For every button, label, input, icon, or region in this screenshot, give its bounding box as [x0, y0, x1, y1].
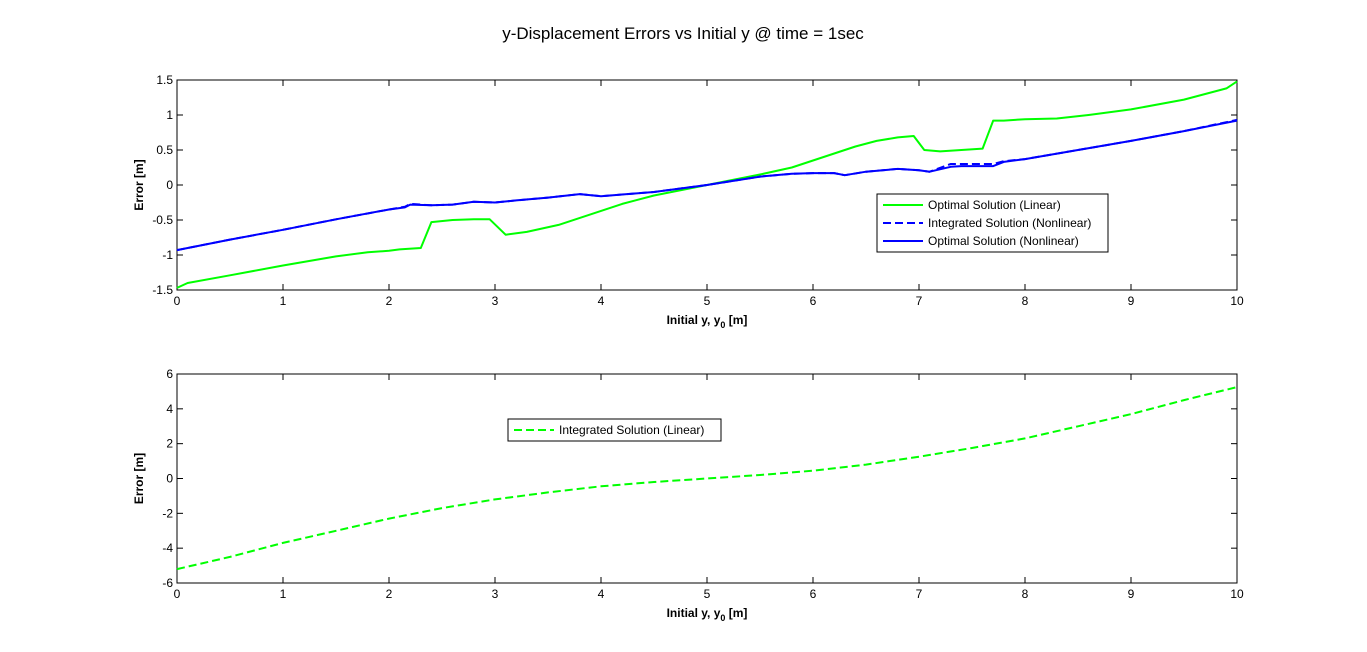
x-axis-label-main: Initial y, y — [667, 606, 721, 620]
legend-box — [876, 193, 1109, 253]
legend-entry-label: Optimal Solution (Nonlinear) — [928, 234, 1079, 248]
y-tick-label: -0.5 — [152, 213, 173, 227]
y-tick-label: -6 — [162, 576, 173, 590]
x-axis-label-unit: [m] — [725, 313, 747, 327]
x-axis-label-subscript: 0 — [720, 320, 725, 330]
top-subplot: 0 1 2 3 4 5 6 7 8 9 10 -1.5 -1 -0.5 0 0.5 1 1.5 Initial y,… — [132, 73, 1244, 330]
y-tick-label: 1.5 — [156, 73, 173, 87]
legend-entry-label: Integrated Solution (Nonlinear) — [928, 216, 1091, 230]
legend-entry-label: Optimal Solution (Linear) — [928, 198, 1061, 212]
y-tick-label: 1 — [166, 108, 173, 122]
y-tick-label: -4 — [162, 541, 173, 555]
x-tick-label: 10 — [1230, 587, 1244, 601]
x-tick-label: 4 — [598, 587, 605, 601]
x-axis-label: Initial y, y0 [m] — [667, 313, 748, 330]
x-tick-label: 4 — [598, 294, 605, 308]
x-tick-label: 10 — [1230, 294, 1244, 308]
y-axis-label: Error [m] — [132, 453, 146, 504]
y-axis-label: Error [m] — [132, 159, 146, 210]
series-line-1-0 — [176, 386, 1238, 571]
x-tick-label: 6 — [810, 587, 817, 601]
y-tick-label: 2 — [166, 437, 173, 451]
legend-entry-label: Integrated Solution (Linear) — [559, 423, 704, 437]
x-tick-label: 2 — [386, 587, 393, 601]
x-tick-label: 0 — [174, 294, 181, 308]
x-tick-label: 7 — [916, 294, 923, 308]
y-tick-label: 0.5 — [156, 143, 173, 157]
y-tick-label: -1 — [162, 248, 173, 262]
legend: Integrated Solution (Linear) — [507, 418, 722, 442]
plot-area — [176, 373, 1238, 584]
x-tick-label: 6 — [810, 294, 817, 308]
x-tick-label: 0 — [174, 587, 181, 601]
y-tick-label: 0 — [166, 472, 173, 486]
x-tick-label: 2 — [386, 294, 393, 308]
x-tick-label: 5 — [704, 294, 711, 308]
x-tick-label: 3 — [492, 587, 499, 601]
y-tick-label: 4 — [166, 402, 173, 416]
x-axis-label-main: Initial y, y — [667, 313, 721, 327]
series-line-0-2 — [176, 119, 1238, 252]
x-tick-label: 1 — [280, 294, 287, 308]
figure-title: y-Displacement Errors vs Initial y @ tim… — [502, 24, 864, 43]
x-axis-label-subscript: 0 — [720, 613, 725, 623]
y-tick-label: -1.5 — [152, 283, 173, 297]
legend: Optimal Solution (Linear) Integrated Solu… — [876, 193, 1109, 253]
series-line-0-0 — [176, 80, 1238, 289]
x-tick-label: 8 — [1022, 294, 1029, 308]
x-tick-label: 3 — [492, 294, 499, 308]
y-tick-label: 0 — [166, 178, 173, 192]
x-axis-label: Initial y, y0 [m] — [667, 606, 748, 623]
y-tick-label: -2 — [162, 506, 173, 520]
x-tick-label: 8 — [1022, 587, 1029, 601]
x-tick-label: 9 — [1128, 587, 1135, 601]
x-tick-label: 9 — [1128, 294, 1135, 308]
y-tick-label: 6 — [166, 367, 173, 381]
x-tick-label: 7 — [916, 587, 923, 601]
x-axis-label-unit: [m] — [725, 606, 747, 620]
legend-box — [507, 418, 722, 442]
x-tick-label: 5 — [704, 587, 711, 601]
x-tick-label: 1 — [280, 587, 287, 601]
